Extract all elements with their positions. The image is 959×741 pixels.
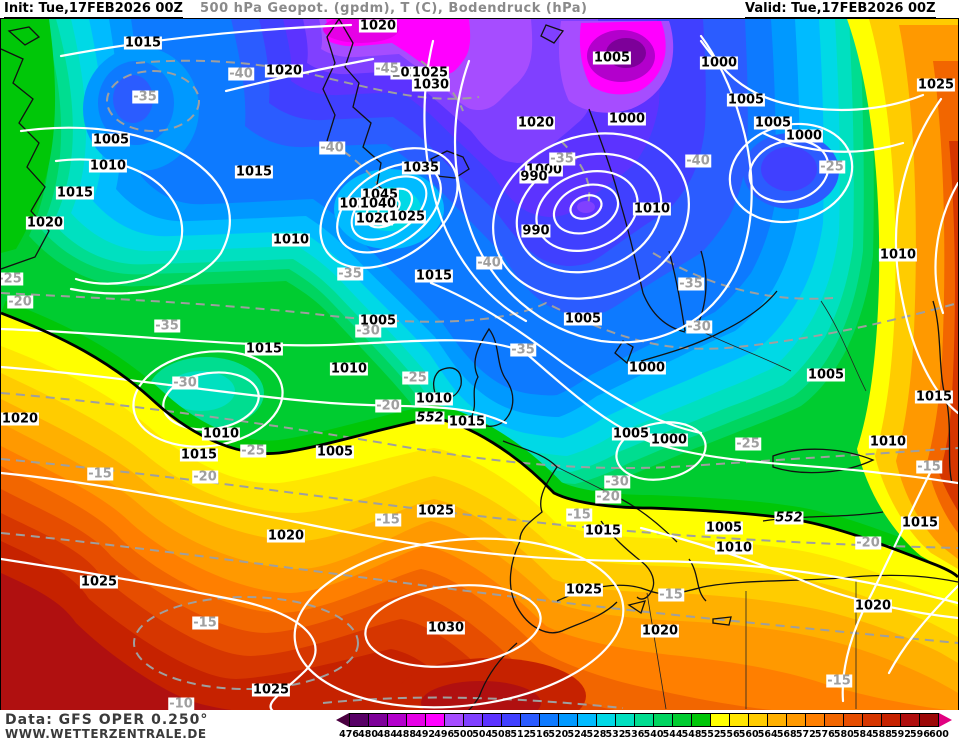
colorbar-segment bbox=[597, 714, 616, 726]
colorbar-tick: 584 bbox=[852, 729, 873, 740]
colorbar-segment bbox=[540, 714, 559, 726]
colorbar-segment bbox=[844, 714, 863, 726]
colorbar-tick: 536 bbox=[624, 729, 645, 740]
colorbar-tick: 548 bbox=[681, 729, 702, 740]
colorbar-segment bbox=[502, 714, 521, 726]
colorbar-segment bbox=[407, 714, 426, 726]
colorbar-tick: 560 bbox=[738, 729, 759, 740]
colorbar-tick: 492 bbox=[415, 729, 436, 740]
colorbar-segment bbox=[730, 714, 749, 726]
colorbar-segment bbox=[616, 714, 635, 726]
colorbar-segment bbox=[673, 714, 692, 726]
colorbar-segment bbox=[806, 714, 825, 726]
geopotential-552-line bbox=[1, 311, 958, 579]
colorbar-tick: 504 bbox=[472, 729, 493, 740]
colorbar-tick: 528 bbox=[586, 729, 607, 740]
map-title: 500 hPa Geopot. (gpdm), T (C), Bodendruc… bbox=[200, 1, 588, 16]
colorbar-tick: 476 bbox=[339, 729, 359, 740]
colorbar-tick: 500 bbox=[453, 729, 474, 740]
colorbar-segment bbox=[787, 714, 806, 726]
geopotential-fill-layer bbox=[1, 19, 958, 711]
init-time-label: Init: Tue,17FEB2026 00Z bbox=[4, 1, 183, 19]
colorbar-tick: 516 bbox=[529, 729, 550, 740]
colorbar-segment bbox=[445, 714, 464, 726]
isobar-layer bbox=[1, 23, 958, 711]
colorbar-segment bbox=[635, 714, 654, 726]
colorbar-segment bbox=[882, 714, 901, 726]
colorbar-tick: 592 bbox=[891, 729, 911, 740]
colorbar-tick: 484 bbox=[377, 729, 397, 740]
colorbar-segment bbox=[521, 714, 540, 726]
colorbar-tick: 572 bbox=[795, 729, 816, 740]
weather-map-canvas bbox=[1, 19, 958, 711]
colorbar-tick: 508 bbox=[491, 729, 512, 740]
colorbar-tick: 600 bbox=[929, 729, 949, 740]
colorbar-tick-labels: 476 480 484 488 492 496 500 504 508 512 516 520 524 5… bbox=[339, 729, 949, 740]
colorbar-segment bbox=[863, 714, 882, 726]
website-label: WWW.WETTERZENTRALE.DE bbox=[5, 727, 207, 741]
colorbar-segment bbox=[369, 714, 388, 726]
colorbar-tick: 488 bbox=[396, 729, 417, 740]
colorbar-tick: 576 bbox=[814, 729, 835, 740]
weather-map: 1015 1020 1020 102 1025 1030 1005 1000 1025 1005 1… bbox=[0, 18, 959, 712]
colorbar-tick: 496 bbox=[434, 729, 455, 740]
colorbar-tick: 564 bbox=[757, 729, 778, 740]
colorbar-tick: 532 bbox=[605, 729, 626, 740]
colorbar-segment bbox=[749, 714, 768, 726]
colorbar-tick: 520 bbox=[548, 729, 569, 740]
colorbar-segment bbox=[426, 714, 445, 726]
map-footer: Data: GFS OPER 0.250° WWW.WETTERZENTRALE… bbox=[0, 710, 959, 741]
colorbar-tick: 556 bbox=[719, 729, 740, 740]
map-header: Init: Tue,17FEB2026 00Z 500 hPa Geopot. … bbox=[0, 0, 959, 19]
geopotential-colorbar: 476 480 484 488 492 496 500 504 508 512 516 520 524 5… bbox=[336, 713, 958, 740]
colorbar-left-arrow-icon bbox=[336, 713, 349, 727]
colorbar-segment bbox=[654, 714, 673, 726]
colorbar-segment bbox=[464, 714, 483, 726]
colorbar-segment bbox=[692, 714, 711, 726]
colorbar-segment bbox=[711, 714, 730, 726]
colorbar-tick: 480 bbox=[358, 729, 378, 740]
colorbar-segment bbox=[559, 714, 578, 726]
colorbar-segment bbox=[483, 714, 502, 726]
data-source-label: Data: GFS OPER 0.250° bbox=[5, 712, 209, 728]
colorbar-segment bbox=[920, 714, 938, 726]
colorbar-tick: 580 bbox=[833, 729, 854, 740]
colorbar-tick: 568 bbox=[776, 729, 797, 740]
colorbar-segment bbox=[768, 714, 787, 726]
colorbar-tick: 544 bbox=[662, 729, 683, 740]
colorbar-segments bbox=[349, 713, 939, 727]
colorbar-tick: 540 bbox=[643, 729, 664, 740]
colorbar-tick: 512 bbox=[510, 729, 531, 740]
colorbar-segment bbox=[388, 714, 407, 726]
colorbar-segment bbox=[578, 714, 597, 726]
colorbar-tick: 596 bbox=[910, 729, 930, 740]
colorbar-right-arrow-icon bbox=[939, 713, 952, 727]
colorbar-segment bbox=[350, 714, 369, 726]
colorbar-tick: 552 bbox=[700, 729, 721, 740]
colorbar-tick: 588 bbox=[871, 729, 892, 740]
colorbar-segment bbox=[825, 714, 844, 726]
colorbar-segment bbox=[901, 714, 920, 726]
colorbar-tick: 524 bbox=[567, 729, 588, 740]
valid-time-label: Valid: Tue,17FEB2026 00Z bbox=[745, 1, 936, 19]
